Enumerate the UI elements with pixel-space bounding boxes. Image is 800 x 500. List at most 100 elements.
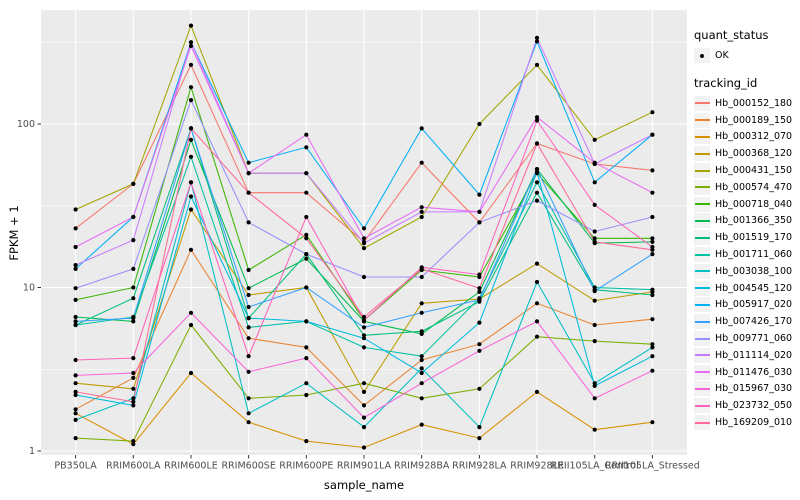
data-point-Hb_015967_030 <box>419 381 424 386</box>
legend-label: Hb_000431_150 <box>715 165 793 177</box>
data-point-Hb_001711_060 <box>361 345 367 350</box>
legend-item-Hb_000574_470: Hb_000574_470 <box>694 179 800 196</box>
line-swatch-icon <box>694 297 710 313</box>
data-point-Hb_007426_170 <box>246 304 251 310</box>
data-point-Hb_011476_030 <box>592 160 597 165</box>
data-point-Hb_000189_150 <box>592 322 597 328</box>
x-axis-title: sample_name <box>323 478 405 492</box>
legend-label: Hb_001519_170 <box>715 232 793 244</box>
line-swatch-icon <box>694 280 710 296</box>
x-tick-label: RRIM928BA <box>394 461 450 472</box>
legend-item-Hb_001519_170: Hb_001519_170 <box>694 229 800 246</box>
data-point-Hb_000152_180 <box>188 62 194 67</box>
data-point-Hb_007426_170 <box>592 289 597 294</box>
line-swatch-icon <box>694 398 710 414</box>
data-point-Hb_000312_070 <box>246 420 251 425</box>
data-point-Hb_004545_120 <box>304 319 309 324</box>
legend-item-Hb_015967_030: Hb_015967_030 <box>694 381 800 398</box>
data-point-Hb_009771_060 <box>477 220 482 225</box>
legend-label: Hb_007426_170 <box>715 316 793 328</box>
legend-label: Hb_000189_150 <box>715 114 793 126</box>
data-point-Hb_000368_120 <box>592 298 597 303</box>
data-point-Hb_000189_150 <box>419 357 424 363</box>
data-point-Hb_009771_060 <box>304 252 309 257</box>
data-point-Hb_169209_010 <box>246 190 251 195</box>
data-point-Hb_000718_040 <box>592 236 597 241</box>
data-point-Hb_000189_150 <box>246 336 251 341</box>
legend-label: Hb_023732_050 <box>715 400 793 412</box>
x-tick-label: RRII105LA_Control <box>551 461 639 472</box>
data-point-Hb_000368_120 <box>361 389 367 394</box>
data-point-Hb_004545_120 <box>650 354 655 359</box>
y-tick-label: 100 <box>17 119 35 130</box>
data-point-Hb_009771_060 <box>419 274 424 280</box>
data-point-Hb_015967_030 <box>592 396 597 401</box>
data-point-Hb_001711_060 <box>188 154 194 159</box>
data-point-Hb_005917_020 <box>592 180 597 185</box>
legend-label: OK <box>715 50 729 61</box>
data-point-Hb_000718_040 <box>73 297 78 302</box>
legend: quant_status OK tracking_id Hb_000152_18… <box>694 28 800 431</box>
data-point-Hb_004545_120 <box>73 392 78 398</box>
legend-item-Hb_011114_020: Hb_011114_020 <box>694 347 800 364</box>
data-point-Hb_023732_050 <box>131 356 136 361</box>
data-point-Hb_001519_170 <box>419 329 424 334</box>
data-point-Hb_005917_020 <box>73 266 78 271</box>
data-point-Hb_000431_150 <box>419 214 424 220</box>
data-point-Hb_000574_470 <box>361 381 367 386</box>
line-swatch-icon <box>694 146 710 162</box>
data-point-Hb_023732_050 <box>188 180 194 185</box>
legend-label: Hb_004545_120 <box>715 282 793 294</box>
data-point-Hb_007426_170 <box>73 319 78 324</box>
data-point-Hb_000718_040 <box>188 85 194 90</box>
data-point-Hb_000431_150 <box>534 62 540 67</box>
data-point-Hb_000574_470 <box>592 339 597 344</box>
legend-label: Hb_169209_010 <box>715 417 793 429</box>
data-point-Hb_007426_170 <box>650 252 655 257</box>
data-point-Hb_011476_030 <box>650 190 655 195</box>
data-point-Hb_005917_020 <box>534 39 540 44</box>
data-point-Hb_004545_120 <box>188 194 194 199</box>
point-symbol-icon <box>694 48 710 63</box>
legend-label: Hb_003038_100 <box>715 265 793 277</box>
legend-item-Hb_007426_170: Hb_007426_170 <box>694 313 800 330</box>
data-point-Hb_000431_150 <box>131 181 136 186</box>
data-point-Hb_011114_020 <box>131 238 136 243</box>
data-point-Hb_000574_470 <box>477 386 482 391</box>
data-point-Hb_169209_010 <box>650 247 655 252</box>
data-point-Hb_000312_070 <box>534 389 540 394</box>
data-point-Hb_169209_010 <box>188 126 194 131</box>
data-point-Hb_000189_150 <box>304 345 309 350</box>
data-point-Hb_015967_030 <box>73 373 78 378</box>
legend-label: Hb_009771_060 <box>715 333 793 345</box>
data-point-Hb_000312_070 <box>419 422 424 427</box>
data-point-Hb_001366_350 <box>131 319 136 324</box>
data-point-Hb_000368_120 <box>188 207 194 212</box>
data-point-Hb_000574_470 <box>534 334 540 339</box>
data-point-Hb_015967_030 <box>477 348 482 353</box>
legend-item-Hb_000718_040: Hb_000718_040 <box>694 196 800 213</box>
legend-label: Hb_015967_030 <box>715 383 793 395</box>
data-point-Hb_000312_070 <box>304 439 309 444</box>
legend-item-quant-OK: OK <box>694 47 800 64</box>
data-point-Hb_015967_030 <box>361 415 367 420</box>
data-point-Hb_001366_350 <box>650 239 655 244</box>
x-tick-label: PB350LA <box>54 461 97 472</box>
x-tick-label: RRIM600LA <box>106 461 161 472</box>
line-swatch-icon <box>694 331 710 347</box>
data-point-Hb_000189_150 <box>131 375 136 380</box>
data-point-Hb_015967_030 <box>188 310 194 315</box>
data-point-Hb_011476_030 <box>419 205 424 210</box>
x-tick-label: RRIM600LE <box>164 461 218 472</box>
x-tick-label: RRIM901LA <box>337 461 392 472</box>
data-point-Hb_169209_010 <box>477 286 482 291</box>
data-point-Hb_003038_100 <box>534 279 540 285</box>
data-point-Hb_011476_030 <box>304 132 309 137</box>
data-point-Hb_003038_100 <box>650 345 655 350</box>
data-point-Hb_011476_030 <box>477 209 482 214</box>
data-point-Hb_001711_060 <box>534 180 540 185</box>
legend-label: Hb_000368_120 <box>715 148 793 160</box>
data-point-Hb_000574_470 <box>650 342 655 347</box>
data-point-Hb_009771_060 <box>650 214 655 220</box>
